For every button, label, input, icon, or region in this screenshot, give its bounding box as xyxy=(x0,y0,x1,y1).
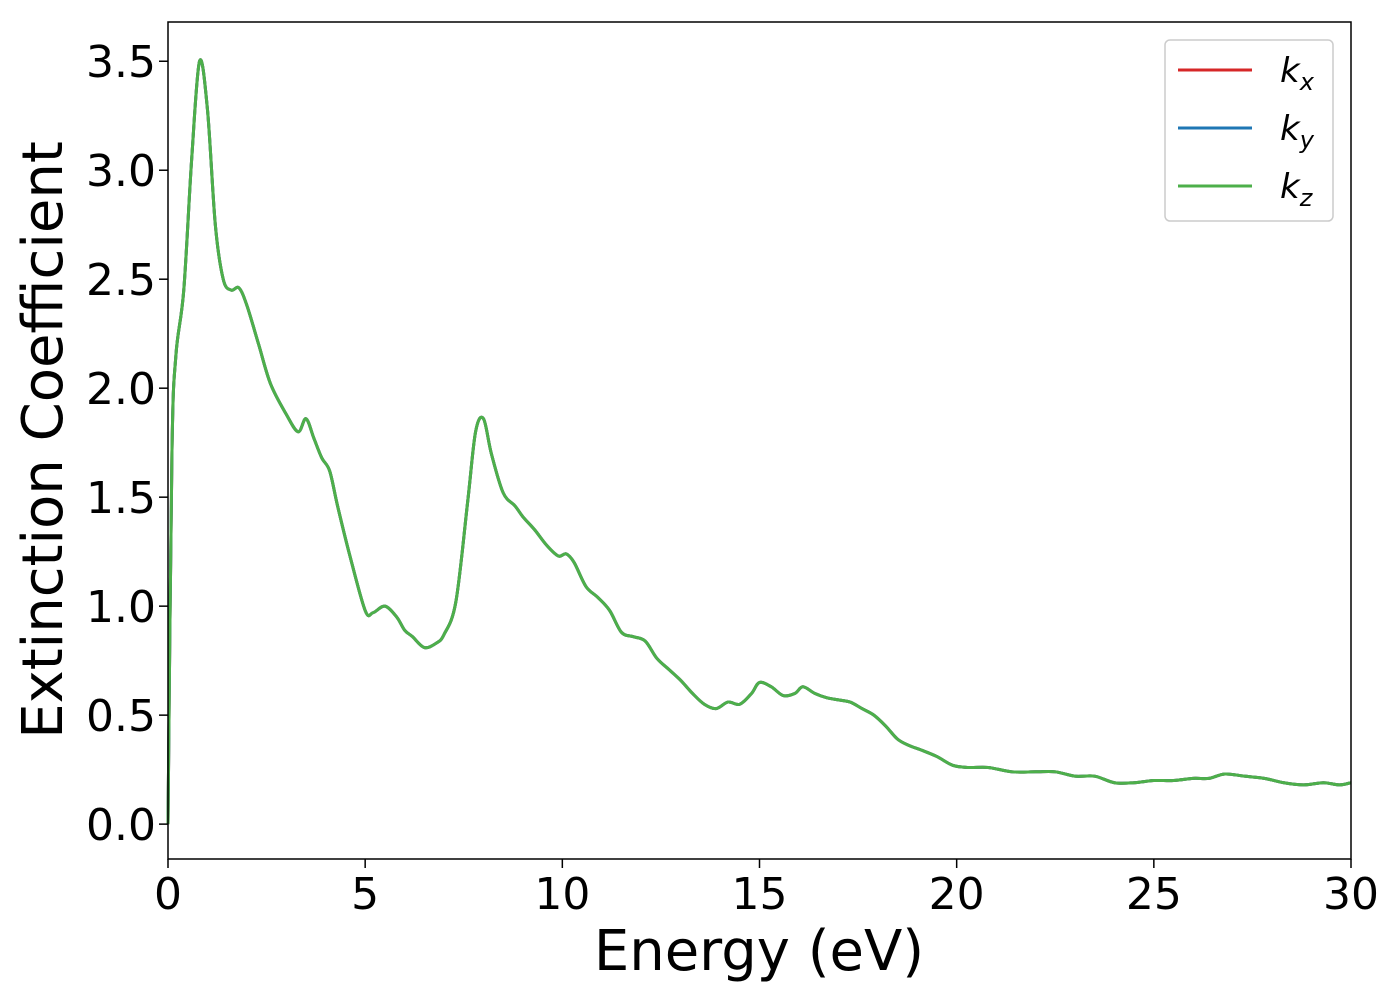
y-tick-label: 3.5 xyxy=(86,37,156,88)
y-tick-label: 2.5 xyxy=(86,255,156,306)
legend-box xyxy=(1164,39,1334,222)
y-axis-ticks: 0.0 0.5 1.0 1.5 2.0 2.5 3.0 3.5 xyxy=(86,37,168,851)
y-tick-label: 3.0 xyxy=(86,146,156,197)
x-tick-label: 20 xyxy=(929,869,985,920)
y-tick-label: 2.0 xyxy=(86,364,156,415)
x-axis-label: Energy (eV) xyxy=(594,919,924,984)
x-tick-label: 30 xyxy=(1323,869,1379,920)
legend: kx ky kz xyxy=(1164,39,1334,222)
y-tick-label: 0.0 xyxy=(86,800,156,851)
y-tick-label: 0.5 xyxy=(86,691,156,742)
x-tick-label: 15 xyxy=(732,869,788,920)
y-tick-label: 1.0 xyxy=(86,582,156,633)
series-line-k-z xyxy=(166,58,1352,825)
y-axis-label: Extinction Coefficient xyxy=(11,141,76,739)
x-tick-label: 25 xyxy=(1126,869,1182,920)
x-tick-label: 10 xyxy=(534,869,590,920)
x-tick-label: 5 xyxy=(351,869,379,920)
legend-label-k-z: kz xyxy=(1280,167,1314,212)
legend-label-k-x: kx xyxy=(1280,51,1315,96)
plot-lines xyxy=(166,58,1352,825)
y-tick-label: 1.5 xyxy=(86,473,156,524)
legend-label-k-y: ky xyxy=(1280,109,1315,154)
x-tick-label: 0 xyxy=(154,869,182,920)
x-axis-ticks: 0 5 10 15 20 25 30 xyxy=(154,859,1379,920)
